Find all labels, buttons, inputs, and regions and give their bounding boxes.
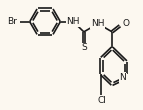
Text: N: N	[119, 73, 126, 82]
Text: NH: NH	[91, 19, 105, 28]
Text: S: S	[81, 43, 87, 52]
Text: O: O	[123, 19, 130, 28]
Text: Br: Br	[7, 17, 17, 26]
Text: NH: NH	[66, 17, 80, 26]
Text: Cl: Cl	[97, 96, 106, 105]
